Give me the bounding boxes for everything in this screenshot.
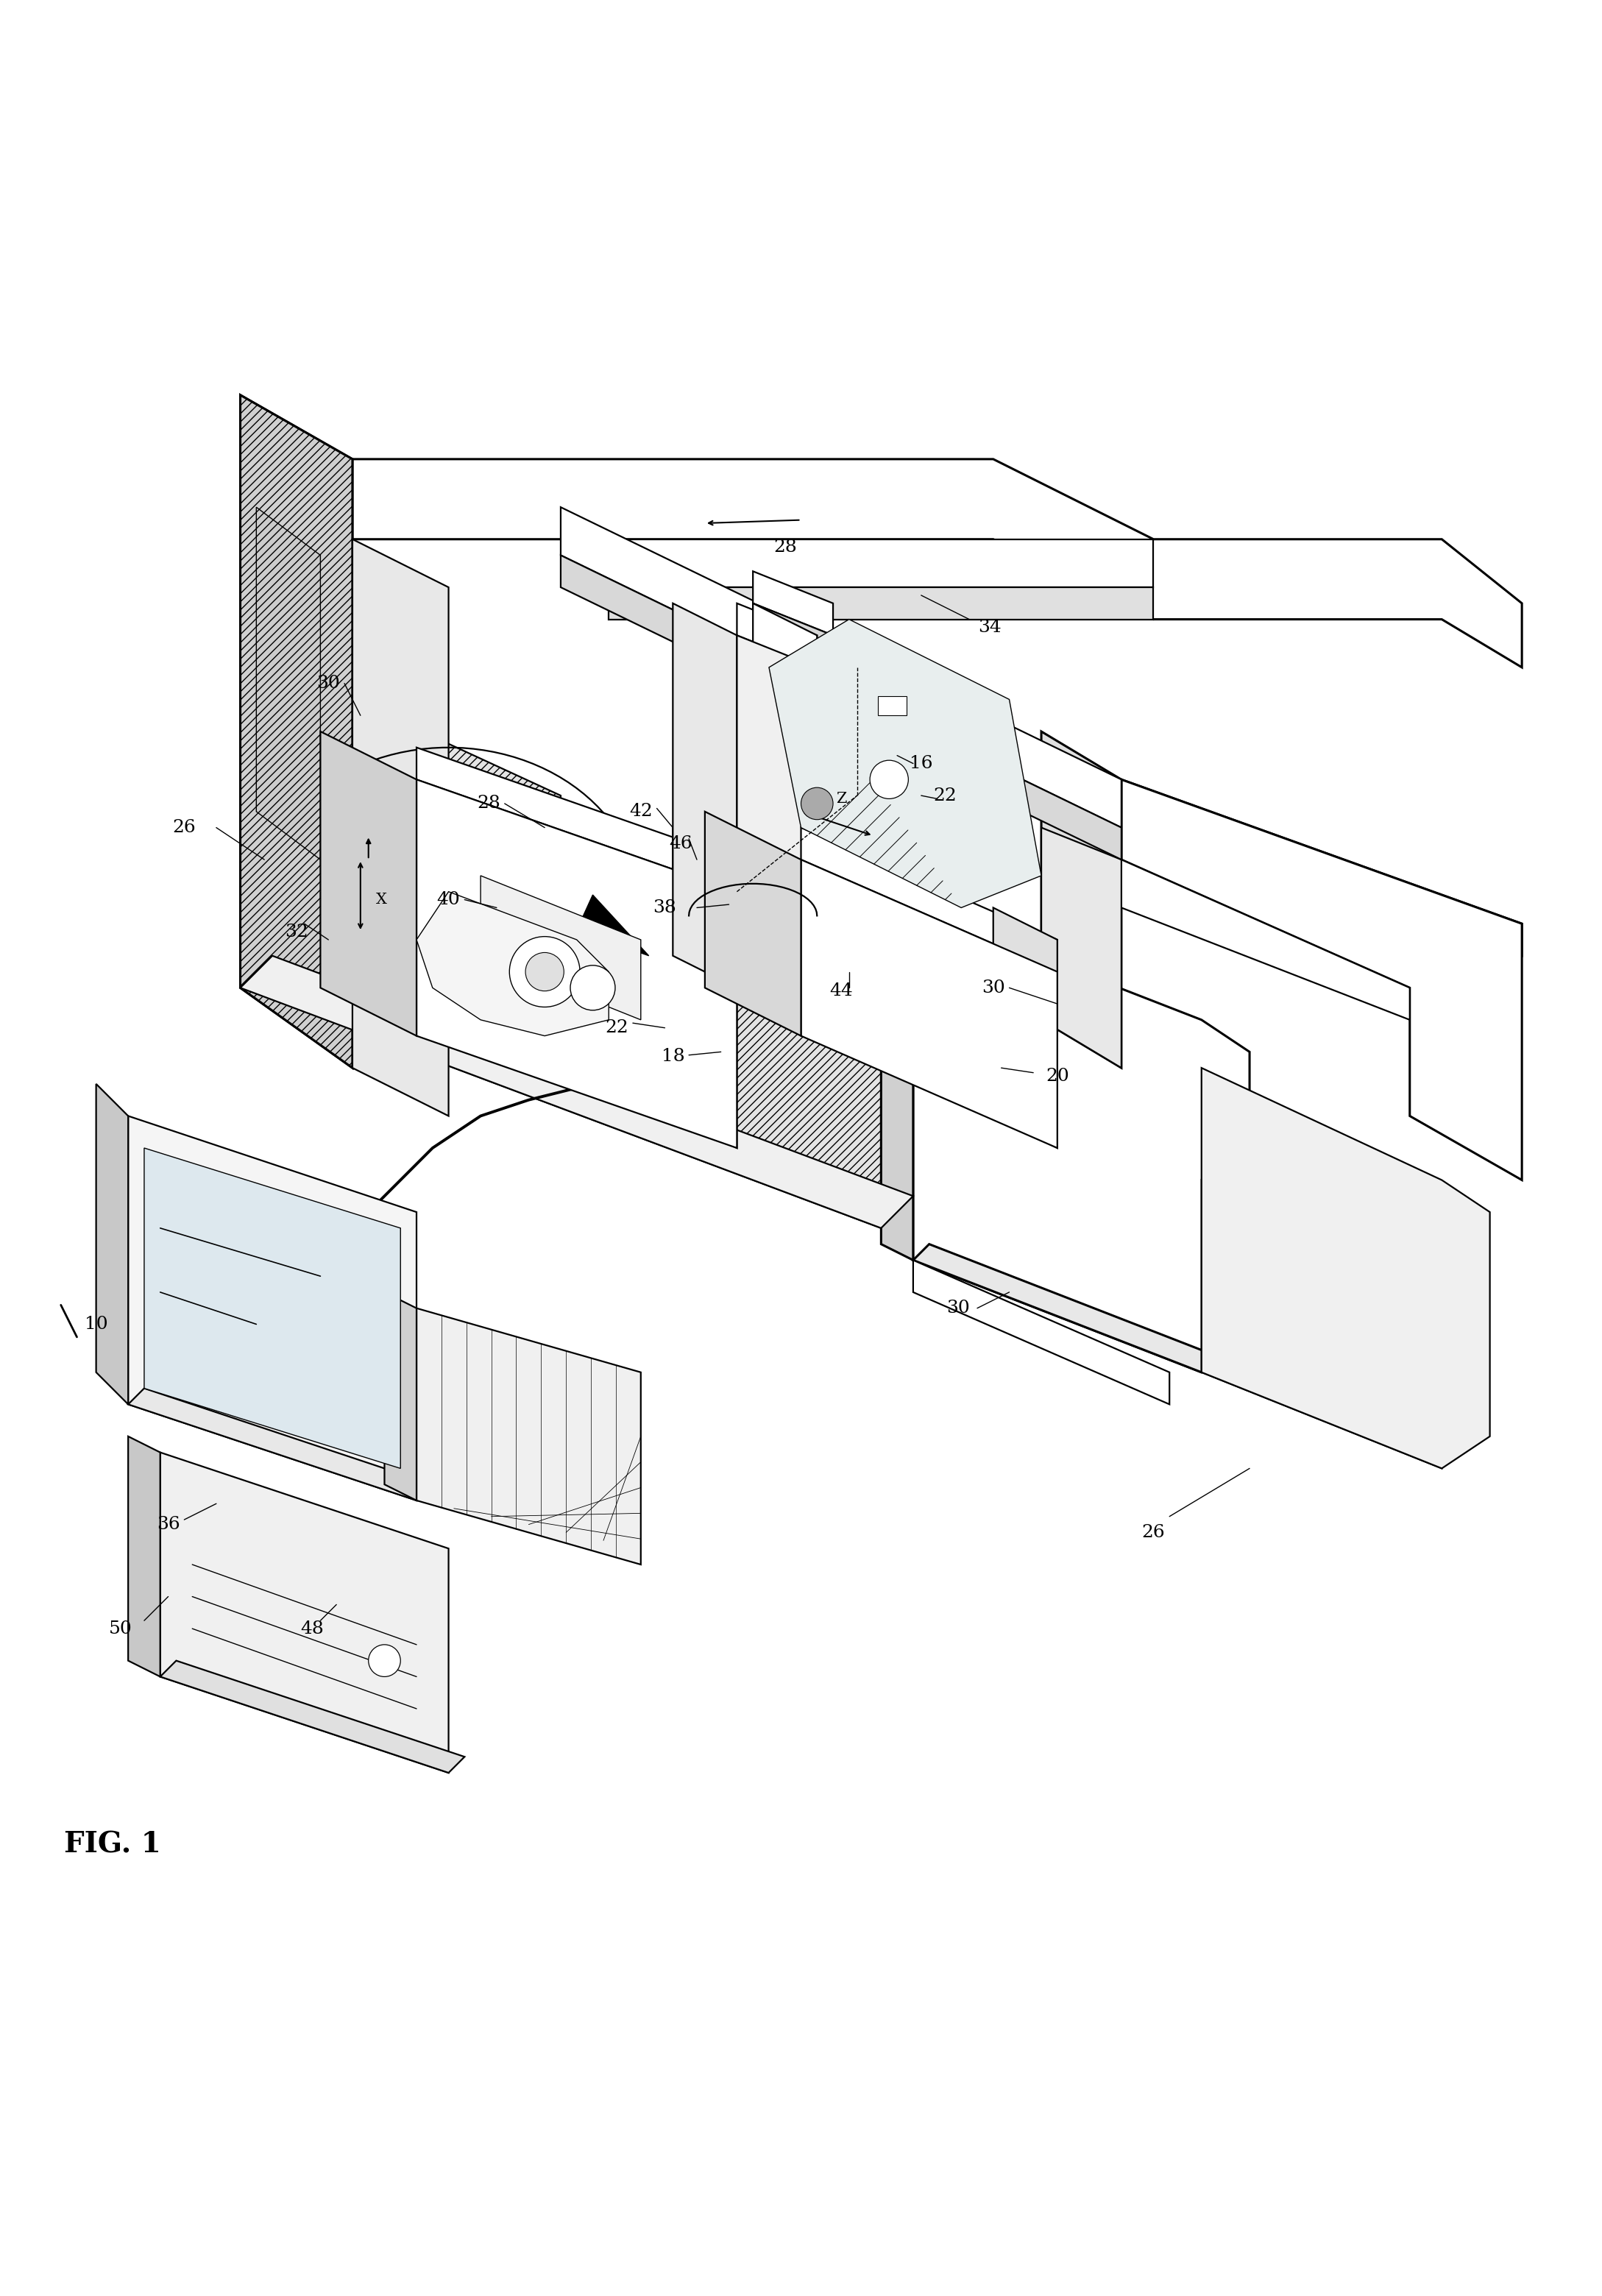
Polygon shape <box>577 895 649 955</box>
Text: 48: 48 <box>301 1621 324 1637</box>
Polygon shape <box>417 748 737 891</box>
Text: 40: 40 <box>437 891 460 909</box>
Polygon shape <box>256 507 320 859</box>
Circle shape <box>570 964 615 1010</box>
Circle shape <box>525 953 564 992</box>
Text: 28: 28 <box>774 540 796 556</box>
Circle shape <box>368 1644 400 1676</box>
Polygon shape <box>417 891 609 1035</box>
Polygon shape <box>240 955 913 1228</box>
Circle shape <box>509 937 580 1008</box>
Text: 20: 20 <box>1046 1068 1069 1084</box>
Text: 46: 46 <box>670 836 692 852</box>
Polygon shape <box>128 1116 417 1502</box>
Polygon shape <box>753 604 817 987</box>
Text: Z: Z <box>836 792 846 806</box>
Polygon shape <box>240 395 352 1068</box>
Polygon shape <box>913 1261 1169 1405</box>
Polygon shape <box>737 604 817 668</box>
Polygon shape <box>417 1309 641 1564</box>
Text: FIG. 1: FIG. 1 <box>64 1830 162 1860</box>
Text: 26: 26 <box>1142 1525 1165 1541</box>
Text: 50: 50 <box>109 1621 131 1637</box>
Polygon shape <box>913 907 1250 1373</box>
Polygon shape <box>1121 781 1522 1180</box>
Polygon shape <box>96 1084 128 1405</box>
Polygon shape <box>561 507 1121 827</box>
Text: 30: 30 <box>982 980 1004 996</box>
Polygon shape <box>384 1293 417 1502</box>
Text: 10: 10 <box>85 1316 107 1332</box>
Polygon shape <box>160 1453 449 1773</box>
Polygon shape <box>240 395 352 1068</box>
Text: 44: 44 <box>830 983 852 999</box>
Polygon shape <box>913 1244 1218 1373</box>
Polygon shape <box>352 540 449 1116</box>
Polygon shape <box>609 540 1153 588</box>
Text: 26: 26 <box>173 820 195 836</box>
Text: 36: 36 <box>157 1515 179 1534</box>
Polygon shape <box>128 1437 160 1676</box>
Polygon shape <box>737 636 817 1019</box>
Text: 34: 34 <box>979 620 1001 636</box>
Circle shape <box>801 788 833 820</box>
Text: 30: 30 <box>947 1300 969 1316</box>
Polygon shape <box>240 700 961 1228</box>
Text: 32: 32 <box>285 923 308 939</box>
Text: X: X <box>376 893 386 907</box>
Polygon shape <box>993 907 1057 1148</box>
Polygon shape <box>481 875 641 1019</box>
Polygon shape <box>753 604 833 668</box>
Polygon shape <box>561 556 1121 859</box>
Polygon shape <box>881 891 913 1261</box>
Polygon shape <box>1041 732 1121 1068</box>
Text: 28: 28 <box>477 794 500 813</box>
Text: 42: 42 <box>630 804 652 820</box>
Polygon shape <box>753 572 833 636</box>
Polygon shape <box>897 723 961 751</box>
Text: 22: 22 <box>606 1019 628 1035</box>
Text: 30: 30 <box>317 675 340 691</box>
Polygon shape <box>417 781 737 1148</box>
Text: 38: 38 <box>654 900 676 916</box>
Polygon shape <box>769 620 1041 907</box>
Text: 16: 16 <box>910 755 932 771</box>
Polygon shape <box>1202 1180 1442 1469</box>
Polygon shape <box>1121 781 1522 955</box>
Polygon shape <box>1041 827 1121 1068</box>
Polygon shape <box>705 810 801 1035</box>
Polygon shape <box>160 1660 465 1773</box>
Polygon shape <box>673 604 737 987</box>
Polygon shape <box>609 588 1153 620</box>
Circle shape <box>870 760 908 799</box>
Polygon shape <box>352 459 1522 668</box>
Polygon shape <box>320 732 417 1035</box>
Polygon shape <box>144 1148 400 1469</box>
Polygon shape <box>801 859 1057 1148</box>
Polygon shape <box>1202 1068 1490 1469</box>
Polygon shape <box>673 827 737 1148</box>
Polygon shape <box>128 1389 433 1502</box>
Bar <box>878 696 907 716</box>
Polygon shape <box>801 827 1057 971</box>
Text: 18: 18 <box>662 1049 684 1065</box>
Polygon shape <box>1121 859 1410 1019</box>
Text: 22: 22 <box>934 788 956 804</box>
